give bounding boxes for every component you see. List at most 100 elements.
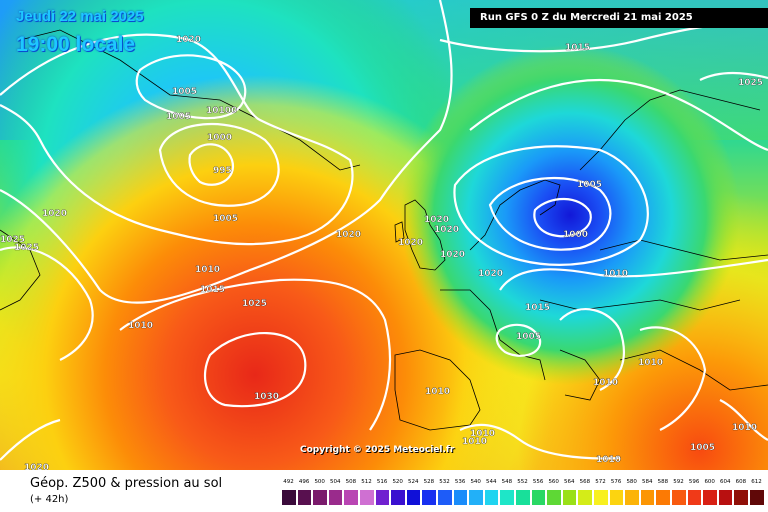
scale-tick-label: 568 — [579, 479, 591, 485]
isobar-label: 1025 — [738, 78, 763, 88]
scale-color-swatch — [547, 490, 561, 505]
isobar-label: 1015 — [565, 43, 590, 53]
isobar-label: 1010 — [603, 269, 628, 279]
scale-color-swatch — [313, 490, 327, 505]
scale-color-swatch — [422, 490, 436, 505]
isobars — [0, 0, 768, 460]
scale-color-swatch — [594, 490, 608, 505]
scale-color-swatch — [562, 490, 577, 505]
isobar-label: 1020 — [478, 269, 503, 279]
scale-color-swatch — [703, 490, 717, 505]
isobar-label: 995 — [213, 166, 232, 176]
legend-title: Géop. Z500 & pression au sol — [30, 476, 223, 491]
scale-tick-label: 524 — [408, 479, 419, 485]
run-info-banner: Run GFS 0 Z du Mercredi 21 mai 2025 — [470, 8, 768, 28]
scale-tick-label: 532 — [439, 479, 450, 485]
isobar-label: 1005 — [690, 443, 715, 453]
isobar-label: 1010 — [596, 455, 621, 465]
scale-color-swatch — [438, 490, 452, 505]
scale-color-swatch — [484, 490, 499, 505]
scale-tick-label: 572 — [595, 479, 606, 485]
legend-panel: Géop. Z500 & pression au sol (+ 42h) 492… — [0, 470, 768, 512]
isobar-label: 1005 — [172, 87, 197, 97]
scale-tick-label: 612 — [751, 479, 762, 485]
scale-tick-label: 540 — [470, 479, 481, 485]
scale-color-swatch — [360, 490, 374, 505]
scale-color-swatch — [640, 490, 655, 505]
z500-field-east-low — [0, 0, 768, 470]
isobar-label: 1020 — [440, 250, 465, 260]
isobar-label: 1020 — [434, 225, 459, 235]
scale-tick-label: 556 — [532, 479, 544, 485]
scale-tick-label: 592 — [673, 479, 684, 485]
scale-color-swatch — [344, 490, 358, 505]
isobar-label: 1005 — [166, 112, 191, 122]
scale-color-swatch — [500, 490, 514, 505]
isobar-label: 1005 — [577, 180, 602, 190]
copyright-notice: Copyright © 2025 Meteociel.fr — [300, 445, 455, 455]
isobar-label: 1020 — [336, 230, 361, 240]
scale-tick-label: 564 — [564, 479, 575, 485]
scale-color-swatch — [578, 490, 592, 505]
scale-color-swatch — [656, 490, 670, 505]
isobar-label: 1010 — [638, 358, 663, 368]
scale-color-swatch — [453, 490, 468, 505]
isobar-label: 1025 — [14, 243, 39, 253]
scale-tick-label: 588 — [657, 479, 669, 485]
forecast-time: 19:00 locale — [16, 33, 136, 56]
isobar-label: 1020 — [42, 209, 67, 219]
isobar-label: 10100 — [206, 106, 237, 116]
isobar-label: 1020 — [24, 463, 49, 470]
scale-tick-label: 576 — [610, 479, 622, 485]
scale-color-swatch — [672, 490, 686, 505]
scale-tick-label: 508 — [345, 479, 357, 485]
scale-tick-label: 600 — [704, 479, 715, 485]
scale-tick-label: 492 — [283, 479, 294, 485]
legend-subtitle: (+ 42h) — [30, 494, 69, 505]
scale-color-swatch — [469, 490, 483, 505]
scale-tick-label: 580 — [626, 479, 637, 485]
scale-tick-label: 496 — [298, 479, 310, 485]
isobar-label: 1010 — [593, 378, 618, 388]
scale-tick-label: 596 — [688, 479, 700, 485]
scale-color-swatch — [531, 490, 546, 505]
scale-color-swatch — [406, 490, 421, 505]
isobar-label: 1025 — [242, 299, 267, 309]
scale-color-swatch — [687, 490, 702, 505]
isobar-label: 1010 — [470, 429, 495, 439]
isobar-label: 1010 — [462, 437, 487, 447]
scale-tick-label: 548 — [501, 479, 513, 485]
forecast-date: Jeudi 22 mai 2025 — [16, 8, 144, 25]
scale-color-swatch — [718, 490, 733, 505]
isobar-label: 1010 — [195, 265, 220, 275]
isobar-label: 1000 — [207, 133, 232, 143]
scale-tick-label: 520 — [392, 479, 403, 485]
scale-tick-label: 500 — [314, 479, 325, 485]
scale-color-swatch — [609, 490, 624, 505]
scale-tick-label: 608 — [735, 479, 747, 485]
isobar-label: 1025 — [0, 235, 25, 245]
scale-tick-label: 528 — [423, 479, 435, 485]
isobar-label: 1030 — [254, 392, 279, 402]
scale-color-swatch — [625, 490, 639, 505]
isobar-label: 1015 — [525, 303, 550, 313]
scale-tick-label: 552 — [517, 479, 528, 485]
scale-tick-label: 516 — [376, 479, 388, 485]
isobar-label: 1005 — [213, 214, 238, 224]
scale-tick-label: 544 — [486, 479, 497, 485]
isobar-label: 1010 — [732, 423, 757, 433]
isobar-label: 1015 — [200, 285, 225, 295]
isobar-label: 1020 — [176, 35, 201, 45]
scale-tick-label: 512 — [361, 479, 372, 485]
scale-tick-label: 560 — [548, 479, 559, 485]
scale-tick-label: 536 — [454, 479, 466, 485]
scale-color-swatch — [516, 490, 530, 505]
geopotential-pressure-map: 1020 1005 1005 10100 1000 995 1005 1015 … — [0, 0, 768, 470]
scale-color-swatch — [734, 490, 748, 505]
scale-tick-label: 584 — [642, 479, 653, 485]
scale-color-swatch — [375, 490, 390, 505]
isobar-label: 1000 — [563, 230, 588, 240]
scale-color-swatch — [282, 490, 296, 505]
scale-tick-label: 604 — [720, 479, 731, 485]
isobar-label: 1010 — [128, 321, 153, 331]
